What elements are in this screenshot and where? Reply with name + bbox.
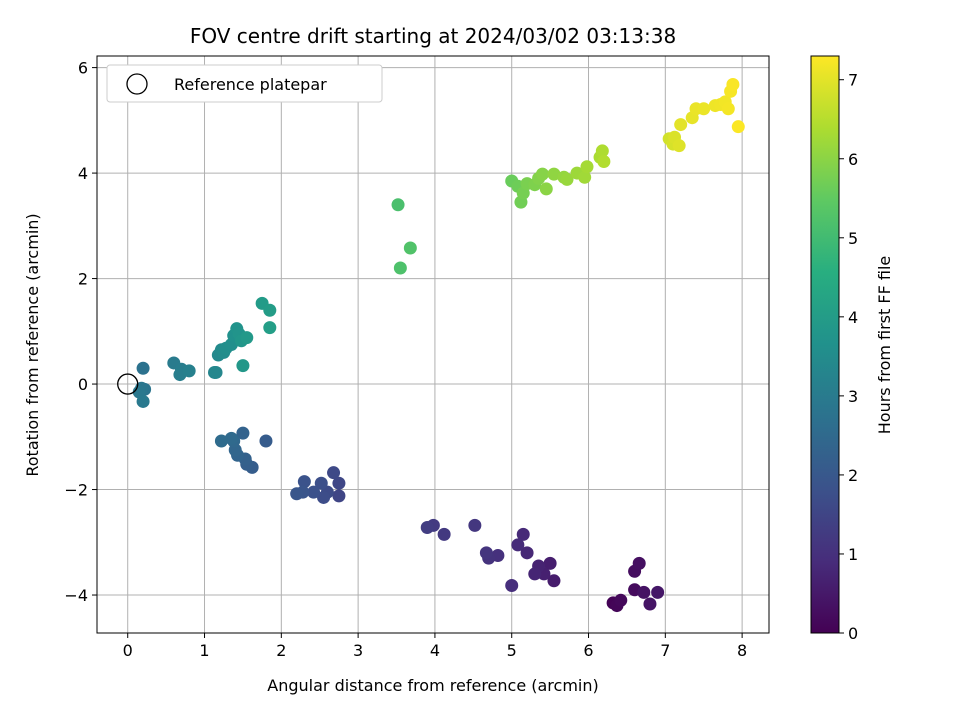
data-point [327, 466, 341, 480]
data-point [332, 476, 346, 490]
y-tick-label: −4 [64, 586, 88, 605]
data-point [547, 167, 561, 181]
x-tick-label: 8 [737, 641, 747, 660]
data-point [332, 489, 346, 503]
x-tick-label: 6 [583, 641, 593, 660]
data-point [721, 102, 735, 116]
data-point [543, 556, 557, 570]
colorbar-tick-label: 0 [848, 624, 858, 643]
data-point [595, 144, 609, 158]
data-point [182, 364, 196, 378]
data-point [136, 361, 150, 375]
grid-lines [97, 56, 769, 633]
legend-box [106, 64, 383, 103]
data-point [516, 527, 530, 541]
x-axis-ticks: 0 1 2 3 4 5 6 7 8 [123, 633, 747, 660]
data-point [307, 485, 321, 499]
x-tick-label: 5 [507, 641, 517, 660]
y-axis-label: Rotation from reference (arcmin) [23, 213, 42, 476]
x-tick-label: 4 [430, 641, 440, 660]
data-point [437, 527, 451, 541]
data-point [236, 426, 250, 440]
data-point [468, 518, 482, 532]
colorbar-tick-label: 6 [848, 150, 858, 169]
data-point [236, 359, 250, 373]
data-point [420, 521, 434, 535]
x-tick-label: 2 [276, 641, 286, 660]
colorbar-tick-label: 1 [848, 545, 858, 564]
y-tick-label: 2 [78, 270, 88, 289]
data-point [511, 538, 525, 552]
data-point [403, 241, 417, 255]
data-point [697, 102, 711, 116]
data-point [297, 475, 311, 489]
data-point [580, 160, 594, 174]
y-tick-label: 4 [78, 164, 88, 183]
data-point [672, 139, 686, 153]
colorbar-tick-label: 4 [848, 308, 858, 327]
chart-title: FOV centre drift starting at 2024/03/02 … [190, 24, 676, 48]
data-point [393, 261, 407, 275]
data-point [209, 365, 223, 379]
data-point [535, 167, 549, 181]
data-point [136, 394, 150, 408]
data-point [726, 77, 740, 91]
data-point [651, 585, 665, 599]
legend-marker [126, 73, 148, 95]
colorbar-tick-label: 5 [848, 229, 858, 248]
data-point [224, 431, 238, 445]
y-tick-label: 0 [78, 375, 88, 394]
reference-point [117, 373, 139, 395]
data-points [117, 77, 745, 613]
x-tick-label: 1 [199, 641, 209, 660]
data-point [578, 170, 592, 184]
data-point [479, 546, 493, 560]
x-tick-label: 0 [123, 641, 133, 660]
colorbar-gradient [810, 55, 840, 634]
x-tick-label: 3 [353, 641, 363, 660]
data-point [263, 303, 277, 317]
data-point [505, 579, 519, 593]
data-point [290, 487, 304, 501]
data-point [528, 567, 542, 581]
data-point [547, 574, 561, 588]
y-tick-label: −2 [64, 481, 88, 500]
data-point [560, 172, 574, 186]
data-point [520, 546, 534, 560]
x-tick-label: 7 [660, 641, 670, 660]
data-point [632, 556, 646, 570]
data-point [731, 120, 745, 134]
x-axis-label: Angular distance from reference (arcmin) [267, 676, 598, 695]
colorbar: 0 1 2 3 4 5 6 7 Hours from first FF file [810, 55, 894, 643]
data-point [674, 118, 688, 132]
legend-label: Reference platepar [174, 75, 327, 94]
data-point [263, 321, 277, 335]
data-point [314, 476, 328, 490]
data-point [317, 490, 331, 504]
colorbar-label: Hours from first FF file [875, 256, 894, 435]
data-point [240, 331, 254, 345]
data-point [391, 198, 405, 212]
data-point [539, 182, 553, 196]
data-point [643, 597, 657, 611]
colorbar-tick-label: 2 [848, 466, 858, 485]
y-axis-ticks: −4 −2 0 2 4 6 [64, 59, 97, 605]
legend: Reference platepar [106, 64, 383, 103]
colorbar-tick-label: 3 [848, 387, 858, 406]
data-point [259, 434, 273, 448]
colorbar-ticks: 0 1 2 3 4 5 6 7 [839, 71, 858, 643]
y-tick-label: 6 [78, 59, 88, 78]
data-point [214, 434, 228, 448]
plot-frame [96, 55, 770, 634]
data-point [614, 593, 628, 607]
data-point [637, 585, 651, 599]
data-point [597, 154, 611, 168]
colorbar-tick-label: 7 [848, 71, 858, 90]
